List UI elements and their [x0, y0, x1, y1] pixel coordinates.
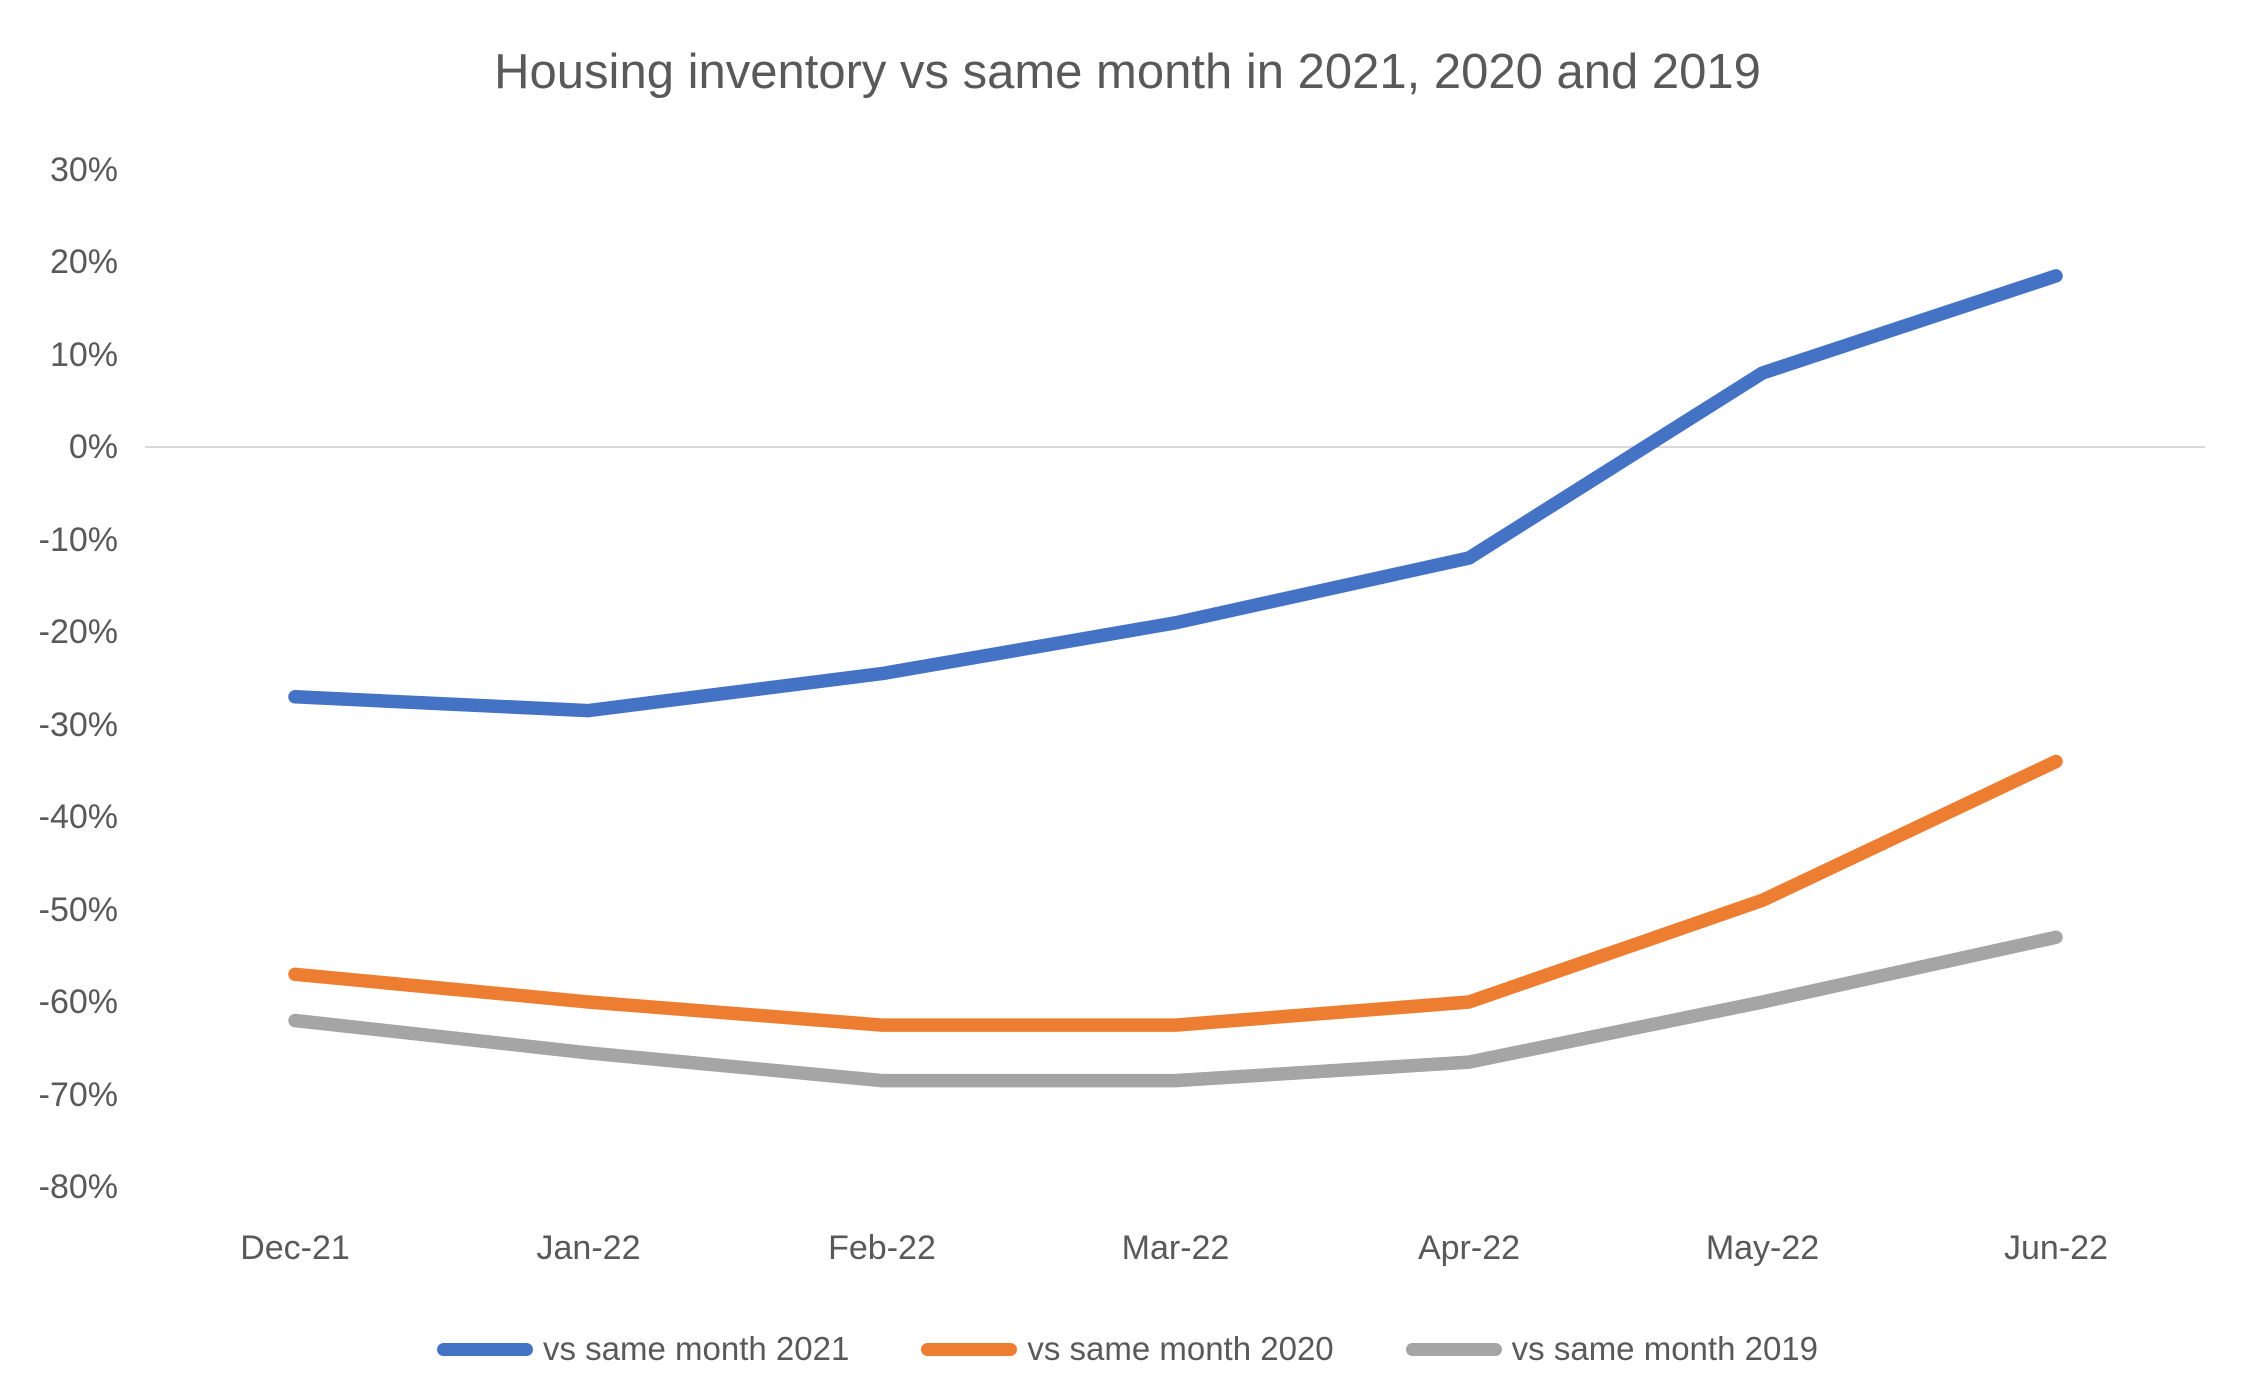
- series-line-1: [288, 754, 2063, 1032]
- legend-item-1: vs same month 2020: [921, 1330, 1334, 1368]
- series-line-2: [288, 930, 2063, 1088]
- legend: vs same month 2021 vs same month 2020 vs s…: [0, 1330, 2255, 1368]
- y-tick-label: -70%: [38, 1075, 118, 1114]
- y-tick-label: -60%: [38, 983, 118, 1021]
- y-tick-label: 0%: [68, 428, 118, 466]
- series-line-0: [288, 269, 2063, 718]
- x-tick-label: Feb-22: [828, 1229, 936, 1267]
- legend-swatch-icon: [436, 1342, 533, 1356]
- y-tick-label: 30%: [49, 150, 118, 189]
- y-tick-label: 20%: [49, 243, 118, 281]
- y-tick-label: -50%: [38, 890, 118, 929]
- y-tick-label: -30%: [38, 705, 118, 744]
- y-tick-label: -80%: [38, 1168, 118, 1206]
- legend-swatch-icon: [1405, 1342, 1502, 1356]
- x-tick-label: Jun-22: [2004, 1229, 2108, 1267]
- legend-label: vs same month 2020: [1027, 1330, 1334, 1367]
- legend-label: vs same month 2021: [542, 1330, 850, 1367]
- y-tick-label: 10%: [49, 335, 118, 374]
- legend-item-2: vs same month 2019: [1405, 1330, 1819, 1368]
- legend-swatch-icon: [921, 1342, 1018, 1356]
- x-tick-label: Apr-22: [1417, 1229, 1521, 1267]
- legend-item-0: vs same month 2021: [436, 1330, 850, 1368]
- chart-title: Housing inventory vs same month in 2021,…: [494, 45, 1761, 99]
- x-tick-label: Dec-21: [240, 1229, 350, 1267]
- y-tick-label: -20%: [38, 613, 118, 651]
- x-tick-label: May-22: [1705, 1229, 1820, 1267]
- x-tick-label: Mar-22: [1121, 1229, 1230, 1267]
- y-tick-label: -10%: [38, 520, 118, 559]
- legend-label: vs same month 2019: [1511, 1330, 1819, 1367]
- x-tick-label: Jan-22: [536, 1229, 641, 1267]
- y-tick-label: -40%: [38, 798, 118, 836]
